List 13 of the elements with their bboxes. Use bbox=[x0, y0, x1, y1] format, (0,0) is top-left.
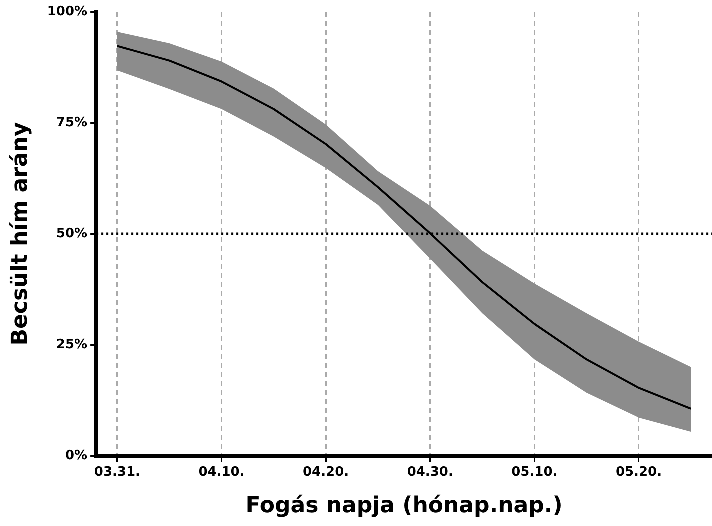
x-tick-label: 04.30. bbox=[407, 465, 454, 480]
x-tick-label: 04.20. bbox=[303, 465, 350, 480]
x-axis-title: Fogás napja (hónap.nap.) bbox=[246, 494, 563, 519]
y-tick-label: 50% bbox=[56, 226, 88, 242]
x-tick-label: 03.31. bbox=[94, 465, 140, 480]
x-tick-label: 05.20. bbox=[616, 465, 662, 480]
y-tick-label: 100% bbox=[47, 4, 88, 20]
y-tick-label: 25% bbox=[56, 337, 88, 352]
y-tick-label: 0% bbox=[65, 448, 88, 464]
x-tick-label: 05.10. bbox=[512, 465, 558, 480]
y-tick-label: 75% bbox=[56, 115, 88, 130]
x-tick-label: 04.10. bbox=[198, 465, 245, 480]
y-axis-title: Becsült hím arány bbox=[8, 122, 33, 346]
